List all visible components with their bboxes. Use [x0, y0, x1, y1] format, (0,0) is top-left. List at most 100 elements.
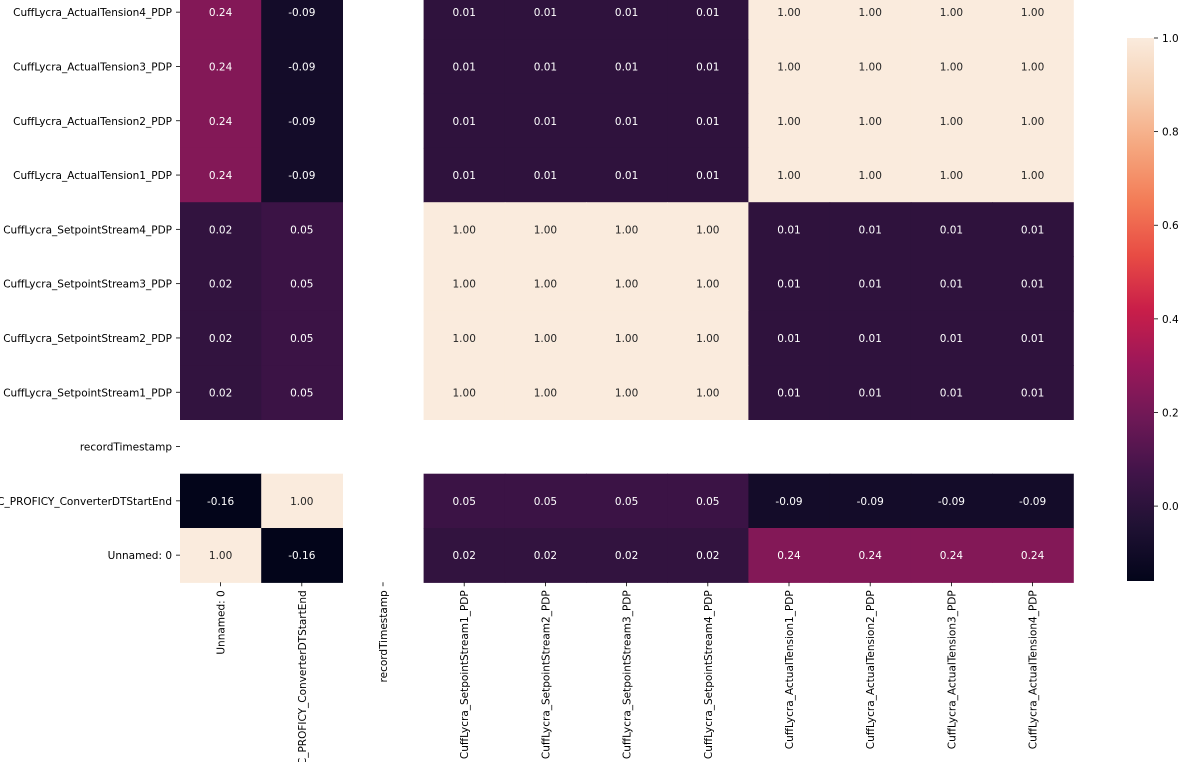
- heatmap-cell: [586, 39, 668, 95]
- heatmap-cell: [829, 147, 912, 203]
- cell-value-label: 0.01: [1021, 387, 1044, 399]
- cell-value-label: 0.01: [534, 7, 557, 19]
- cell-value-label: 0.01: [859, 387, 882, 399]
- y-tick-label: CuffLycra_ActualTension3_PDP: [13, 61, 172, 73]
- cell-value-label: 0.01: [453, 116, 476, 128]
- cell-value-label: 1.00: [615, 387, 638, 399]
- cell-value-label: 0.05: [290, 279, 313, 291]
- heatmap-cell: [180, 528, 262, 583]
- cell-value-label: 0.24: [209, 170, 233, 182]
- heatmap-cell: [667, 147, 749, 203]
- heatmap-cell: [829, 93, 912, 149]
- cell-value-label: 0.01: [1021, 333, 1044, 345]
- heatmap-cell: [180, 365, 262, 420]
- cell-value-label: 1.00: [696, 279, 719, 291]
- heatmap-cell: [992, 0, 1074, 40]
- heatmap-cell: [667, 528, 749, 583]
- y-tick-label: CuffLycra_SetpointStream3_PDP: [3, 279, 172, 291]
- y-tick-label: CuffLycra_SetpointStream4_PDP: [3, 224, 172, 236]
- heatmap-cell: [910, 473, 993, 529]
- cell-value-label: 0.24: [859, 550, 883, 562]
- heatmap-cell: [910, 310, 993, 366]
- heatmap-cell: [748, 473, 831, 529]
- cell-value-label: 0.02: [209, 279, 232, 291]
- heatmap-cell: [261, 528, 343, 583]
- heatmap-cell: [423, 147, 506, 203]
- heatmap-cell: [992, 202, 1074, 258]
- cell-value-label: 1.00: [1021, 61, 1044, 73]
- cell-value-label: 0.01: [777, 224, 800, 236]
- x-tick-label: CuffLycra_SetpointStream3_PDP: [622, 590, 634, 759]
- heatmap-cell: [586, 0, 668, 40]
- colorbar-tick-label: 0.4: [1162, 314, 1179, 326]
- x-tick-label: recordTimestamp: [378, 590, 390, 682]
- cell-value-label: 0.05: [534, 496, 557, 508]
- heatmap-cell: [910, 365, 993, 420]
- cell-value-label: -0.09: [938, 496, 965, 508]
- heatmap-cell: [504, 93, 587, 149]
- colorbar: [1127, 38, 1154, 581]
- cell-value-label: 0.05: [615, 496, 638, 508]
- heatmap-cell: [829, 256, 912, 312]
- heatmap-cell: [261, 39, 343, 95]
- cell-value-label: 1.00: [777, 61, 800, 73]
- cell-value-label: 1.00: [534, 333, 557, 345]
- cell-value-label: 0.02: [209, 224, 232, 236]
- colorbar-tick-label: 0.6: [1162, 220, 1179, 232]
- cell-value-label: 1.00: [1021, 116, 1044, 128]
- cell-value-label: 0.01: [453, 170, 476, 182]
- cell-value-label: 0.02: [453, 550, 476, 562]
- heatmap-cell: [667, 256, 749, 312]
- heatmap-cell: [910, 93, 993, 149]
- x-tick-label: CuffLycra_ActualTension2_PDP: [865, 590, 877, 749]
- cell-value-label: 1.00: [534, 224, 557, 236]
- heatmap-cell: [586, 147, 668, 203]
- heatmap-cell: [423, 39, 506, 95]
- cell-value-label: 0.01: [940, 224, 963, 236]
- cell-value-label: 0.01: [940, 387, 963, 399]
- heatmap-cell: [423, 365, 506, 420]
- heatmap-cell: [504, 310, 587, 366]
- cell-value-label: 1.00: [859, 170, 882, 182]
- heatmap-cell: [261, 256, 343, 312]
- cell-value-label: -0.16: [288, 550, 315, 562]
- cell-value-label: 0.01: [696, 61, 719, 73]
- colorbar-tick-label: 0.8: [1162, 127, 1179, 139]
- colorbar-tick-label: 0.2: [1162, 407, 1179, 419]
- cell-value-label: 0.01: [453, 7, 476, 19]
- heatmap-cell: [667, 310, 749, 366]
- cell-value-label: 1.00: [940, 116, 963, 128]
- heatmap-cell: [586, 93, 668, 149]
- x-tick-label: CuffLycra_SetpointStream4_PDP: [703, 590, 715, 759]
- x-tick-label: CuffLycra_SetpointStream2_PDP: [540, 590, 552, 759]
- heatmap-cell: [180, 93, 262, 149]
- heatmap-cell: [180, 147, 262, 203]
- y-tick-label: CuffLycra_ActualTension2_PDP: [13, 116, 172, 128]
- heatmap-cell: [748, 93, 831, 149]
- x-tick-label: Unnamed: 0: [216, 590, 228, 654]
- heatmap-cell: [261, 310, 343, 366]
- heatmap-cell: [423, 0, 506, 40]
- cell-value-label: 0.24: [209, 116, 233, 128]
- cell-value-label: 0.01: [696, 170, 719, 182]
- heatmap-cell: [992, 93, 1074, 149]
- heatmap-cell: [586, 528, 668, 583]
- heatmap-cell: [992, 473, 1074, 529]
- cell-value-label: -0.09: [288, 170, 315, 182]
- y-tick-label: CuffLycra_ActualTension4_PDP: [13, 7, 172, 19]
- heatmap-cell: [992, 39, 1074, 95]
- y-tick-label: CuffLycra_ActualTension1_PDP: [13, 170, 172, 182]
- heatmap-cell: [261, 365, 343, 420]
- heatmap-cell: [504, 473, 587, 529]
- y-tick-label: recordTimestamp: [80, 442, 172, 454]
- heatmap-cell: [504, 528, 587, 583]
- heatmap-cell: [748, 528, 831, 583]
- heatmap-cell: [992, 147, 1074, 203]
- colorbar-tick-label: 1.0: [1162, 33, 1179, 45]
- cell-value-label: 1.00: [859, 61, 882, 73]
- x-tick-label: CuffLycra_SetpointStream1_PDP: [459, 590, 471, 759]
- cell-value-label: 0.01: [940, 333, 963, 345]
- heatmap-cell: [504, 39, 587, 95]
- heatmap-cell: [748, 365, 831, 420]
